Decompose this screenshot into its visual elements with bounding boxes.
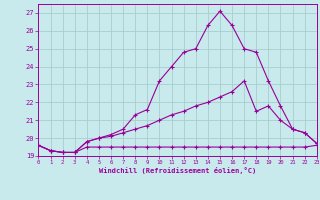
X-axis label: Windchill (Refroidissement éolien,°C): Windchill (Refroidissement éolien,°C) [99,167,256,174]
